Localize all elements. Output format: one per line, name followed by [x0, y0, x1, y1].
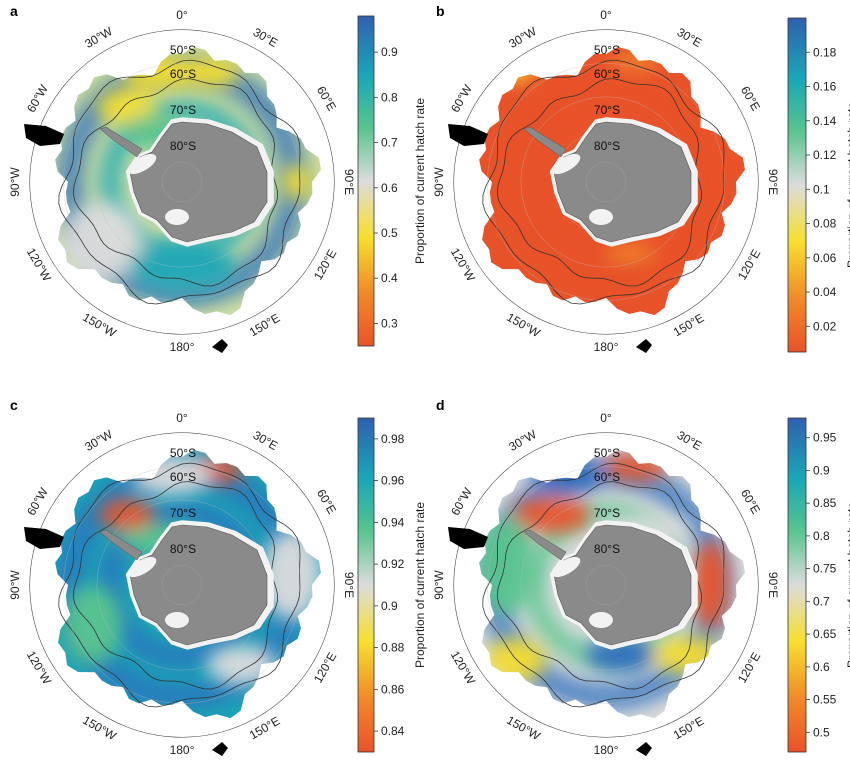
longitude-label: 60°W — [448, 485, 475, 518]
colorbar: 0.18 0.16 0.14 0.12 0.1 0.08 0.06 0.04 0.02 Propo… — [788, 18, 850, 352]
latitude-label: 80°S — [594, 139, 620, 153]
colorbar-tick-label: 0.55 — [813, 693, 837, 707]
colorbar-tick-label: 0.06 — [813, 251, 837, 265]
longitude-label: 30°W — [82, 24, 115, 51]
colorbar-tick-label: 0.9 — [381, 45, 398, 59]
longitude-label: 0° — [600, 8, 612, 22]
longitude-label: 30°W — [82, 427, 115, 454]
latitude-label: 60°S — [594, 67, 620, 81]
colorbar-tick-label: 0.14 — [813, 114, 837, 128]
colorbar-tick-label: 0.94 — [381, 515, 405, 529]
colorbar-tick-label: 0.84 — [381, 724, 405, 738]
colorbar-tick-label: 0.04 — [813, 285, 837, 299]
longitude-label: 30°E — [251, 25, 281, 50]
latitude-label: 60°S — [594, 470, 620, 484]
latitude-label: 60°S — [170, 470, 196, 484]
colorbar-tick-label: 0.8 — [813, 529, 830, 543]
latitude-label: 50°S — [594, 446, 620, 460]
colorbar-tick-label: 0.86 — [381, 682, 405, 696]
longitude-label: 30°W — [506, 24, 539, 51]
colorbar-tick-label: 0.4 — [381, 271, 398, 285]
colorbar-title: Proportion of current hatch rate — [845, 102, 850, 268]
colorbar-tick-label: 0.5 — [813, 725, 830, 739]
colorbar-tick-label: 0.95 — [813, 431, 837, 445]
longitude-label: 60°W — [24, 82, 51, 115]
longitude-label: 90°W — [8, 167, 22, 197]
colorbar-tick-label: 0.65 — [813, 627, 837, 641]
colorbar-tick-label: 0.9 — [813, 463, 830, 477]
colorbar-tick-label: 0.3 — [381, 316, 398, 330]
longitude-label: 60°E — [738, 84, 763, 114]
latitude-label: 70°S — [170, 103, 196, 117]
panel-letter: b — [436, 3, 445, 19]
colorbar-tick-label: 0.7 — [381, 136, 398, 150]
longitude-label: 90°E — [766, 572, 780, 598]
panel-letter: a — [10, 3, 18, 19]
colorbar-tick-label: 0.5 — [381, 226, 398, 240]
latitude-label: 60°S — [170, 67, 196, 81]
map-panel-b: b 0°30°E60°E90°E120°E150°E180°150°W120°W9… — [432, 3, 850, 354]
longitude-label: 30°E — [675, 428, 705, 453]
longitude-label: 30°W — [506, 427, 539, 454]
longitude-label: 30°E — [251, 428, 281, 453]
colorbar-tick-label: 0.6 — [813, 660, 830, 674]
longitude-label: 90°W — [432, 167, 446, 197]
longitude-label: 180° — [594, 743, 619, 757]
longitude-label: 0° — [176, 411, 188, 425]
colorbar-tick-label: 0.16 — [813, 80, 837, 94]
colorbar: 0.98 0.96 0.94 0.92 0.9 0.88 0.86 0.84 Proportio… — [358, 418, 427, 752]
colorbar-tick-label: 0.9 — [381, 599, 398, 613]
figure: a 0°30°E60°E90°E120°E150°E180°150°W120°W9… — [0, 0, 850, 762]
colorbar-tick-label: 0.85 — [813, 496, 837, 510]
latitude-label: 50°S — [170, 446, 196, 460]
longitude-label: 90°W — [432, 570, 446, 600]
latitude-label: 80°S — [170, 542, 196, 556]
longitude-label: 90°W — [8, 570, 22, 600]
colorbar-title: Proportion of current hatch rate — [413, 502, 427, 668]
latitude-label: 50°S — [170, 43, 196, 57]
longitude-label: 60°W — [448, 82, 475, 115]
longitude-label: 90°E — [342, 572, 356, 598]
map-panel-a: a 0°30°E60°E90°E120°E150°E180°150°W120°W9… — [8, 3, 427, 354]
longitude-label: 60°W — [24, 485, 51, 518]
colorbar-tick-label: 0.08 — [813, 217, 837, 231]
latitude-label: 70°S — [594, 103, 620, 117]
panel-letter: c — [10, 397, 18, 413]
latitude-label: 80°S — [170, 139, 196, 153]
colorbar-tick-label: 0.88 — [381, 641, 405, 655]
colorbar: 0.95 0.9 0.85 0.8 0.75 0.7 0.65 0.6 0.55 0.5 Propo… — [788, 418, 850, 752]
map-panel-d: d0°30°E60°E90°E120°E150°E180°150°W120°W9… — [432, 397, 850, 757]
colorbar-title: Proportion of current hatch rate — [413, 98, 427, 264]
map-panel-c: c0°30°E60°E90°E120°E150°E180°150°W120°W9… — [8, 397, 427, 757]
colorbar-tick-label: 0.18 — [813, 45, 837, 59]
colorbar-tick-label: 0.96 — [381, 474, 405, 488]
longitude-label: 30°E — [675, 25, 705, 50]
colorbar-tick-label: 0.92 — [381, 557, 405, 571]
colorbar-tick-label: 0.75 — [813, 562, 837, 576]
longitude-label: 60°E — [314, 84, 339, 114]
colorbar-tick-label: 0.7 — [813, 594, 830, 608]
longitude-label: 180° — [170, 340, 195, 354]
longitude-label: 180° — [594, 340, 619, 354]
panel-letter: d — [436, 397, 445, 413]
latitude-label: 70°S — [170, 506, 196, 520]
latitude-label: 70°S — [594, 506, 620, 520]
longitude-label: 180° — [170, 743, 195, 757]
colorbar-tick-label: 0.02 — [813, 319, 837, 333]
colorbar-title: Proportion of current hatch rate — [845, 502, 850, 668]
longitude-label: 90°E — [766, 169, 780, 195]
longitude-label: 0° — [176, 8, 188, 22]
latitude-label: 50°S — [594, 43, 620, 57]
colorbar-tick-label: 0.98 — [381, 432, 405, 446]
longitude-label: 0° — [600, 411, 612, 425]
colorbar-tick-label: 0.1 — [813, 182, 830, 196]
latitude-label: 80°S — [594, 542, 620, 556]
longitude-label: 90°E — [342, 169, 356, 195]
colorbar-tick-label: 0.12 — [813, 148, 837, 162]
colorbar: 0.9 0.8 0.7 0.6 0.5 0.4 0.3 Proportion of curre… — [358, 16, 427, 346]
longitude-label: 60°E — [314, 487, 339, 517]
colorbar-tick-label: 0.8 — [381, 90, 398, 104]
colorbar-tick-label: 0.6 — [381, 181, 398, 195]
longitude-label: 60°E — [738, 487, 763, 517]
